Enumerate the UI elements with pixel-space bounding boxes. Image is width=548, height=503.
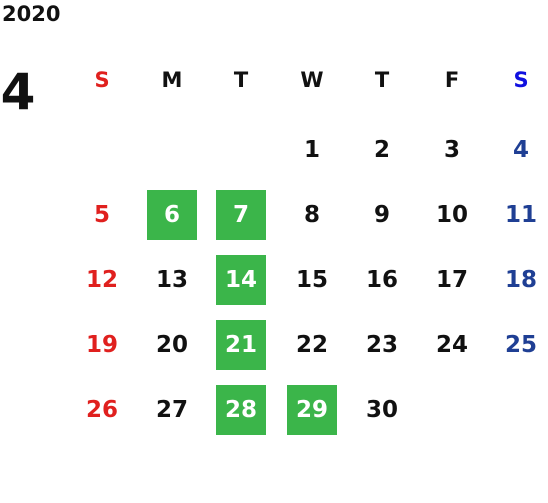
day-cell[interactable]: 13 bbox=[155, 267, 188, 293]
highlighted-day[interactable]: 28 bbox=[216, 385, 266, 435]
highlighted-day[interactable]: 6 bbox=[147, 190, 197, 240]
day-cell[interactable]: 15 bbox=[295, 267, 328, 293]
weekday-header: T bbox=[374, 68, 390, 92]
day-cell[interactable]: 30 bbox=[365, 397, 398, 423]
day-cell[interactable]: 23 bbox=[365, 332, 398, 358]
highlighted-day[interactable]: 21 bbox=[216, 320, 266, 370]
weekday-header: F bbox=[444, 68, 460, 92]
day-cell[interactable]: 16 bbox=[365, 267, 398, 293]
day-cell[interactable]: 24 bbox=[435, 332, 468, 358]
day-cell[interactable]: 4 bbox=[512, 137, 529, 163]
highlighted-day[interactable]: 14 bbox=[216, 255, 266, 305]
day-cell[interactable]: 26 bbox=[85, 397, 118, 423]
day-cell[interactable]: 8 bbox=[303, 202, 320, 228]
day-cell[interactable]: 27 bbox=[155, 397, 188, 423]
day-cell[interactable]: 1 bbox=[303, 137, 320, 163]
highlighted-day[interactable]: 7 bbox=[216, 190, 266, 240]
day-cell[interactable]: 11 bbox=[504, 202, 537, 228]
day-cell[interactable]: 10 bbox=[435, 202, 468, 228]
day-cell[interactable]: 2 bbox=[373, 137, 390, 163]
day-cell[interactable]: 18 bbox=[504, 267, 537, 293]
day-cell[interactable]: 17 bbox=[435, 267, 468, 293]
year-label: 2020 bbox=[2, 2, 61, 26]
weekday-header: S bbox=[513, 68, 529, 92]
day-cell[interactable]: 3 bbox=[443, 137, 460, 163]
day-cell[interactable]: 12 bbox=[85, 267, 118, 293]
highlighted-day[interactable]: 29 bbox=[287, 385, 337, 435]
day-cell[interactable]: 19 bbox=[85, 332, 118, 358]
day-cell[interactable]: 22 bbox=[295, 332, 328, 358]
weekday-header: T bbox=[233, 68, 249, 92]
month-label: 4 bbox=[0, 63, 36, 121]
day-cell[interactable]: 9 bbox=[373, 202, 390, 228]
day-cell[interactable]: 20 bbox=[155, 332, 188, 358]
day-cell[interactable]: 25 bbox=[504, 332, 537, 358]
weekday-header: S bbox=[94, 68, 110, 92]
day-cell[interactable]: 5 bbox=[93, 202, 110, 228]
weekday-header: W bbox=[300, 68, 324, 92]
weekday-header: M bbox=[161, 68, 183, 92]
